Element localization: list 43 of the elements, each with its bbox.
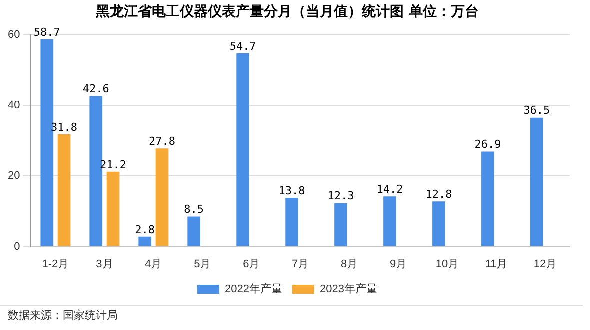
y-tick-label: 60 [8, 28, 20, 41]
data-label: 26.9 [474, 138, 502, 152]
bar [58, 134, 71, 246]
data-label: 36.5 [524, 104, 550, 118]
source-note: 数据来源：国家统计局 [0, 305, 583, 323]
x-tick-label: 10月 [436, 258, 460, 270]
x-tick-label: 12月 [534, 258, 558, 270]
data-label: 42.6 [82, 82, 110, 96]
x-tick-label: 9月 [390, 258, 408, 270]
legend-label: 2022年产量 [225, 282, 283, 296]
x-tick-label: 11月 [485, 258, 508, 270]
bar [482, 152, 494, 246]
legend-label: 2023年产量 [320, 282, 378, 296]
bar [432, 202, 446, 246]
data-label: 54.7 [230, 40, 256, 53]
data-label: 58.7 [34, 26, 60, 39]
x-tick-label: 6月 [243, 258, 260, 270]
y-tick-label: 20 [8, 170, 20, 182]
bar [384, 196, 396, 246]
y-tick-label: 0 [14, 240, 20, 253]
bar [138, 236, 152, 246]
x-tick-label: 4月 [145, 258, 162, 270]
data-label: 2.8 [135, 223, 156, 236]
bar [156, 148, 169, 246]
bar [334, 203, 348, 246]
chart-title: 黑龙江省电工仪器仪表产量分月（当月值）统计图 单位：万台 [95, 3, 479, 20]
y-tick-label: 40 [8, 100, 20, 112]
bar [188, 216, 201, 246]
bar [106, 172, 120, 246]
x-tick-label: 5月 [194, 258, 212, 270]
data-label: 12.8 [426, 188, 452, 201]
x-tick-label: 8月 [341, 258, 358, 270]
bar [530, 118, 544, 246]
data-label: 13.8 [278, 184, 306, 198]
x-tick-label: 7月 [292, 258, 310, 270]
bar [236, 54, 250, 246]
x-tick-label: 3月 [96, 258, 114, 270]
x-tick-label: 1-2月 [42, 258, 70, 270]
data-label: 14.2 [376, 182, 404, 196]
data-label: 12.3 [328, 190, 354, 203]
data-label: 27.8 [149, 134, 176, 148]
bar [286, 198, 298, 246]
data-label: 8.5 [184, 203, 204, 216]
